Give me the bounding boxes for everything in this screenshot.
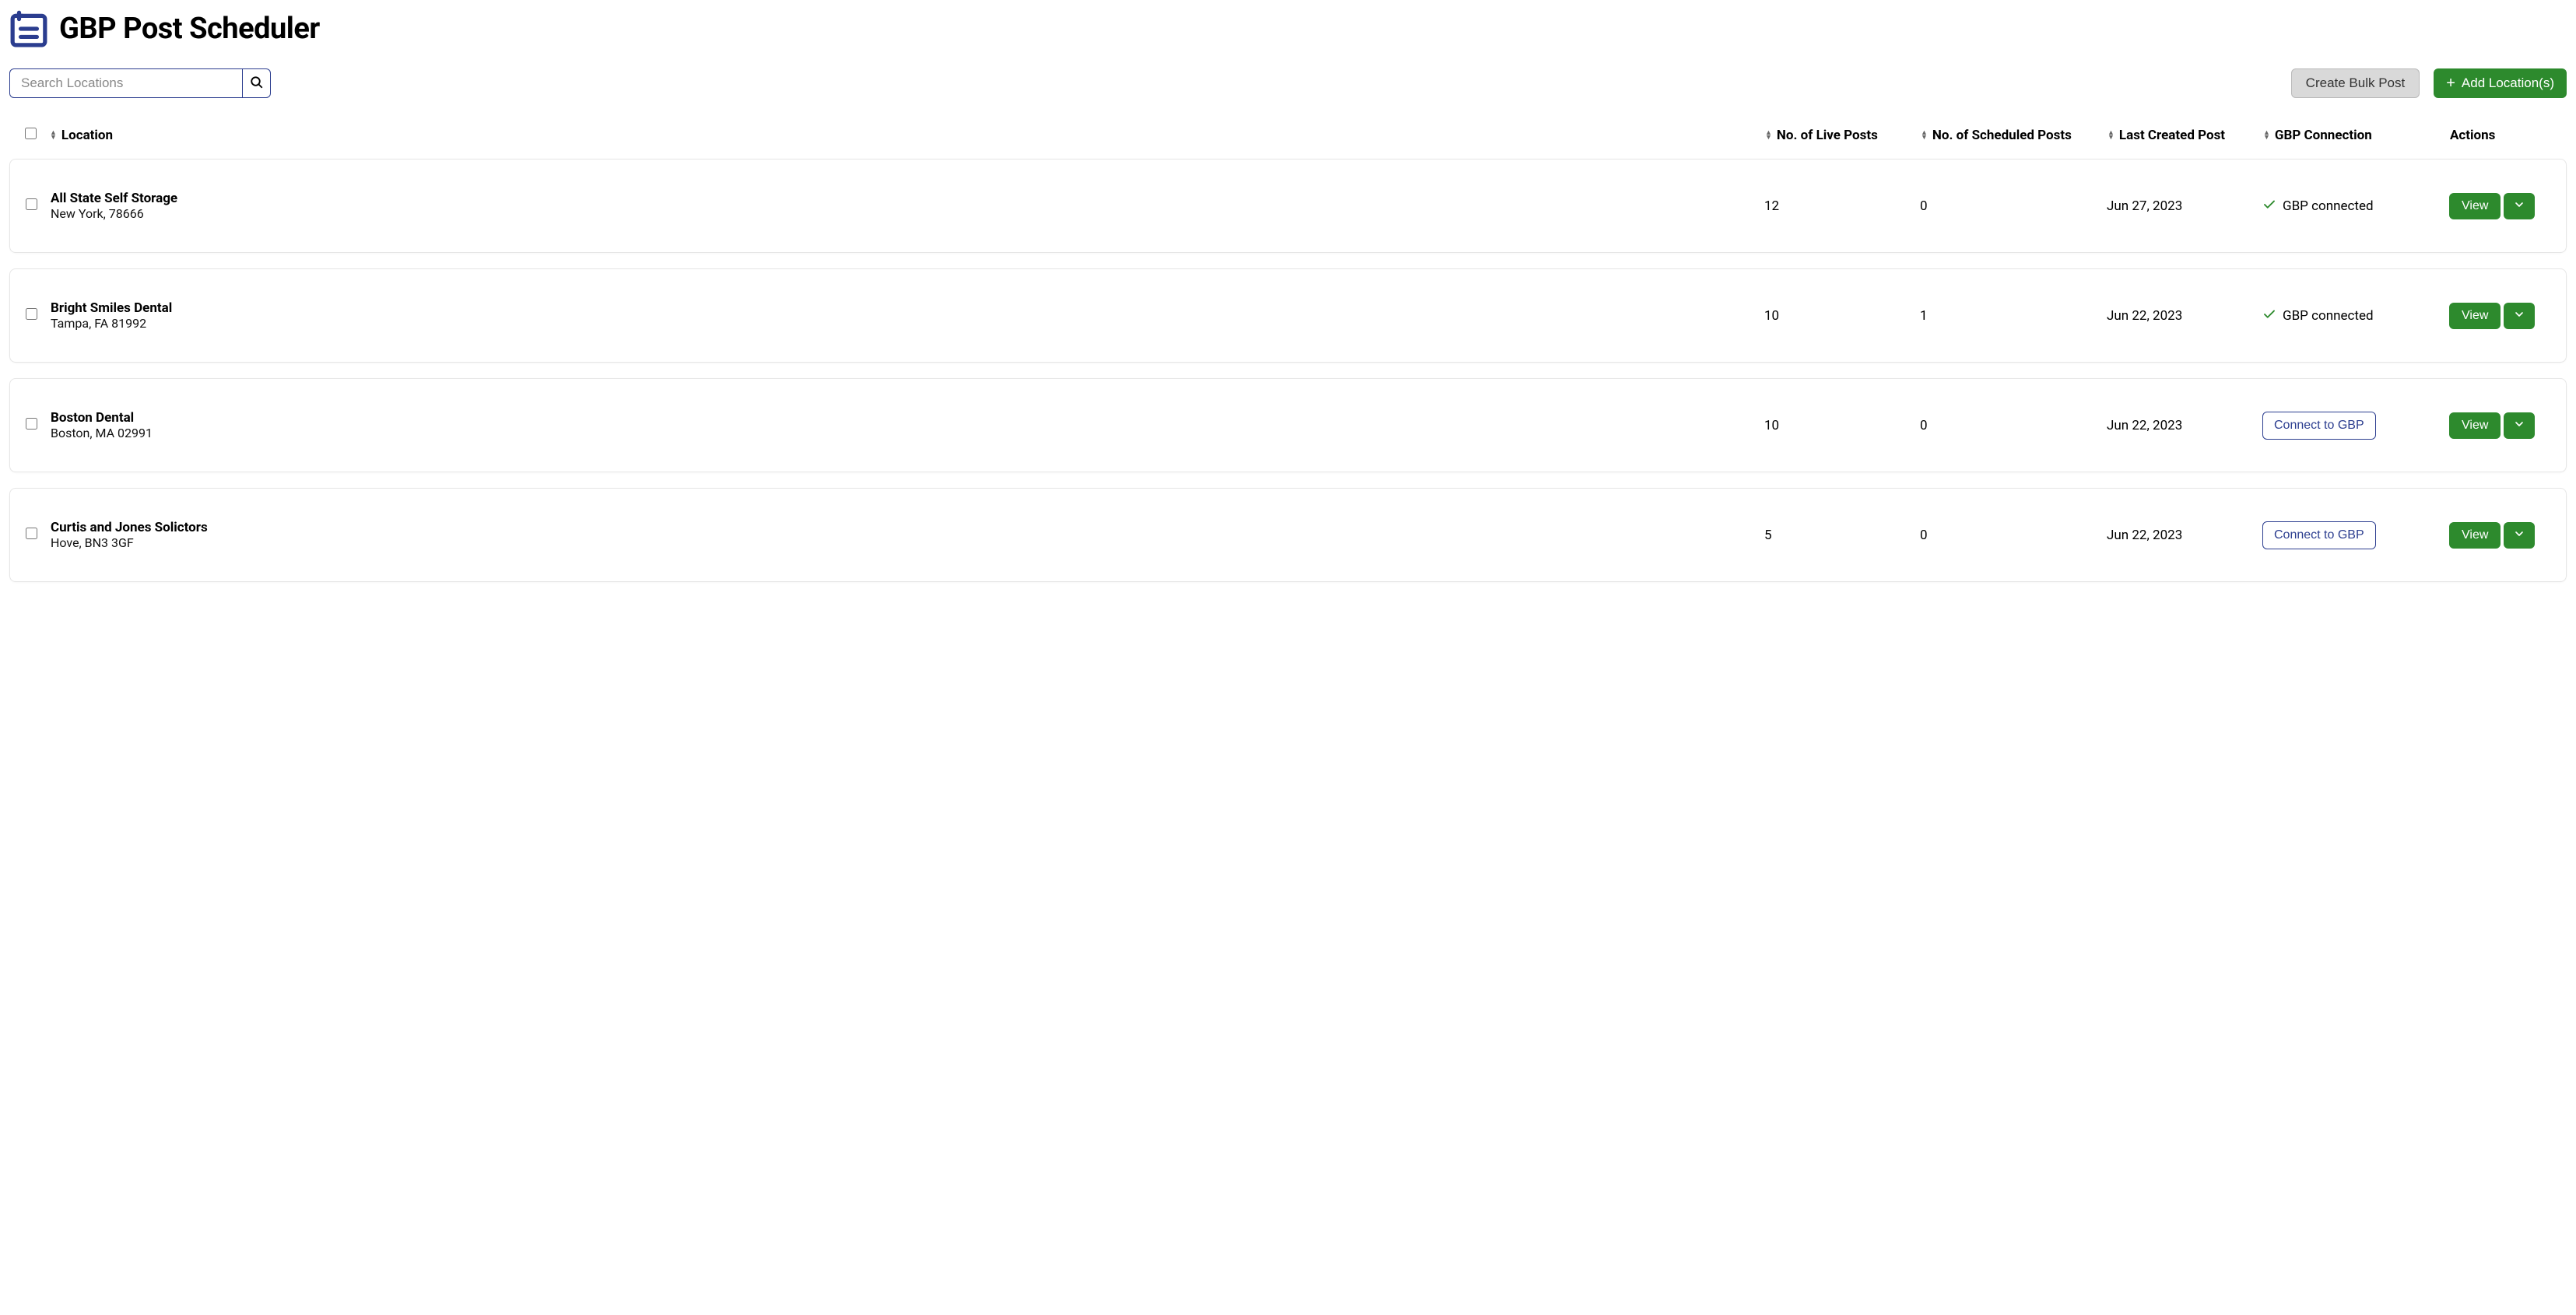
row-checkbox[interactable] <box>26 198 37 210</box>
location-name: Boston Dental <box>51 410 153 426</box>
live-posts-count: 5 <box>1764 528 1772 543</box>
connect-to-gbp-button[interactable]: Connect to GBP <box>2262 412 2376 440</box>
last-created-date: Jun 22, 2023 <box>2107 418 2182 433</box>
column-label: No. of Scheduled Posts <box>1932 128 2072 143</box>
scheduled-posts-count: 1 <box>1920 308 1928 324</box>
check-icon <box>2262 198 2276 215</box>
column-label: No. of Live Posts <box>1777 128 1878 143</box>
table-row: Curtis and Jones Solictors Hove, BN3 3GF… <box>9 488 2567 582</box>
location-address: Boston, MA 02991 <box>51 426 153 440</box>
view-button[interactable]: View <box>2449 303 2501 329</box>
location-address: Hove, BN3 3GF <box>51 535 208 550</box>
scheduled-posts-count: 0 <box>1920 198 1928 214</box>
view-button[interactable]: View <box>2449 193 2501 219</box>
sort-icon: ▲▼ <box>2263 131 2270 140</box>
scheduled-posts-count: 0 <box>1920 418 1928 433</box>
live-posts-count: 10 <box>1764 418 1779 433</box>
location-name: All State Self Storage <box>51 191 177 206</box>
column-header-last-created[interactable]: ▲▼ Last Created Post <box>2107 128 2263 143</box>
live-posts-count: 10 <box>1764 308 1779 324</box>
connection-status: GBP connected <box>2262 198 2374 215</box>
check-icon <box>2262 307 2276 324</box>
connection-status: GBP connected <box>2262 307 2374 324</box>
search-input[interactable] <box>9 68 243 98</box>
live-posts-count: 12 <box>1764 198 1779 214</box>
connection-label: GBP connected <box>2283 198 2374 214</box>
last-created-date: Jun 22, 2023 <box>2107 308 2182 324</box>
column-header-actions: Actions <box>2450 128 2551 143</box>
location-address: New York, 78666 <box>51 206 177 221</box>
plus-icon: + <box>2446 75 2455 91</box>
view-button[interactable]: View <box>2449 522 2501 549</box>
row-checkbox[interactable] <box>26 418 37 430</box>
table-row: All State Self Storage New York, 78666 1… <box>9 159 2567 253</box>
location-address: Tampa, FA 81992 <box>51 316 172 331</box>
row-actions-dropdown[interactable] <box>2504 193 2535 219</box>
chevron-down-icon <box>2513 528 2525 542</box>
table-row: Boston Dental Boston, MA 02991 10 0 Jun … <box>9 378 2567 472</box>
connect-to-gbp-button[interactable]: Connect to GBP <box>2262 521 2376 549</box>
row-checkbox[interactable] <box>26 308 37 320</box>
table-header: ▲▼ Location ▲▼ No. of Live Posts ▲▼ No. … <box>9 120 2567 159</box>
chevron-down-icon <box>2513 418 2525 433</box>
column-header-scheduled-posts[interactable]: ▲▼ No. of Scheduled Posts <box>1921 128 2107 143</box>
connection-label: GBP connected <box>2283 308 2374 324</box>
last-created-date: Jun 27, 2023 <box>2107 198 2182 214</box>
search-icon <box>250 75 264 92</box>
location-name: Curtis and Jones Solictors <box>51 520 208 535</box>
row-actions-dropdown[interactable] <box>2504 303 2535 329</box>
sort-icon: ▲▼ <box>1921 131 1928 140</box>
column-label: Actions <box>2450 128 2495 143</box>
column-header-connection[interactable]: ▲▼ GBP Connection <box>2263 128 2450 143</box>
row-actions-dropdown[interactable] <box>2504 522 2535 549</box>
search-wrap <box>9 68 271 98</box>
chevron-down-icon <box>2513 198 2525 213</box>
sort-icon: ▲▼ <box>1765 131 1772 140</box>
search-button[interactable] <box>243 68 271 98</box>
column-label: GBP Connection <box>2275 128 2372 143</box>
app-icon <box>9 9 48 48</box>
sort-icon: ▲▼ <box>50 131 57 140</box>
location-name: Bright Smiles Dental <box>51 300 172 316</box>
add-locations-label: Add Location(s) <box>2462 75 2554 91</box>
column-header-location[interactable]: ▲▼ Location <box>50 128 1765 143</box>
row-actions-dropdown[interactable] <box>2504 412 2535 439</box>
add-locations-button[interactable]: + Add Location(s) <box>2434 68 2567 98</box>
table-row: Bright Smiles Dental Tampa, FA 81992 10 … <box>9 268 2567 363</box>
sort-icon: ▲▼ <box>2107 131 2114 140</box>
row-checkbox[interactable] <box>26 528 37 539</box>
chevron-down-icon <box>2513 308 2525 323</box>
scheduled-posts-count: 0 <box>1920 528 1928 543</box>
last-created-date: Jun 22, 2023 <box>2107 528 2182 543</box>
create-bulk-post-button[interactable]: Create Bulk Post <box>2291 68 2420 98</box>
view-button[interactable]: View <box>2449 412 2501 439</box>
column-label: Location <box>61 128 113 143</box>
column-header-live-posts[interactable]: ▲▼ No. of Live Posts <box>1765 128 1921 143</box>
page-title: GBP Post Scheduler <box>59 12 320 46</box>
column-label: Last Created Post <box>2119 128 2225 143</box>
select-all-checkbox[interactable] <box>25 128 37 139</box>
